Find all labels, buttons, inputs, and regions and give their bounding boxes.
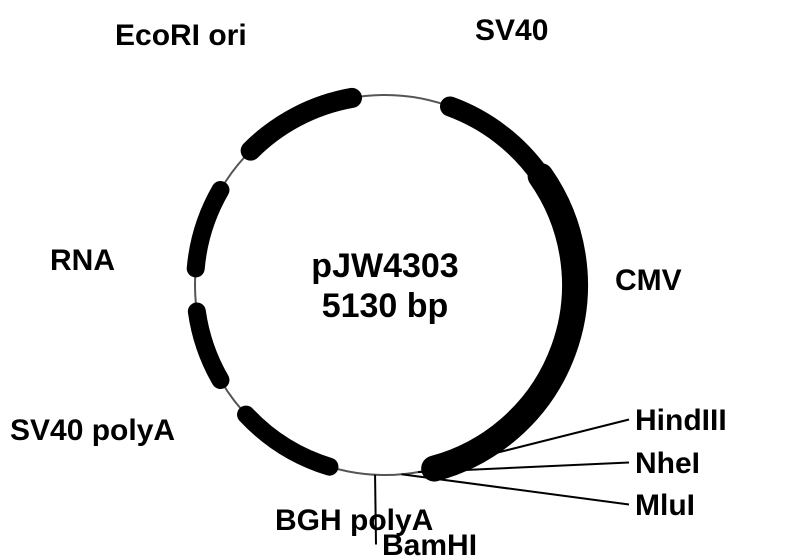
feature-label-sv40: SV40 (475, 14, 548, 47)
feature-arc-cmv (434, 176, 575, 469)
feature-arc-rna (196, 190, 221, 268)
site-label-nhei: NheI (635, 447, 700, 480)
feature-label-cmv: CMV (615, 264, 682, 297)
feature-arc-bgh_polya (246, 415, 329, 467)
site-label-hindiii: HindIII (635, 404, 727, 437)
feature-label-rna: RNA (50, 244, 115, 277)
feature-label-ecori_ori: EcoRI ori (115, 19, 247, 52)
site-label-bamhi: BamHI (382, 529, 477, 557)
plasmid-size: 5130 bp (322, 287, 449, 325)
feature-arc-sv40_polya (197, 311, 221, 380)
site-label-mlui: MluI (635, 489, 695, 522)
site-line-mlui (402, 474, 629, 504)
feature-label-sv40_polya: SV40 polyA (10, 414, 175, 447)
feature-arc-ecori_ori (251, 98, 352, 151)
plasmid-name: pJW4303 (311, 247, 458, 285)
feature-arc-sv40 (450, 106, 541, 176)
plasmid-map: pJW4303 5130 bp SV40CMVBGH polyASV40 pol… (0, 0, 800, 557)
